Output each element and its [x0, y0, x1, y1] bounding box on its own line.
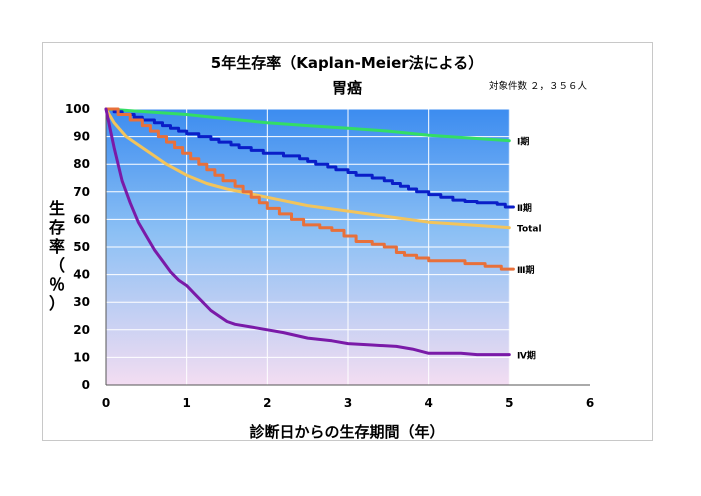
series-stage-2-label: Ⅱ期 — [517, 202, 532, 214]
x-tick-label: 3 — [344, 396, 352, 410]
gridlines — [106, 108, 591, 385]
case-count-label: 対象件数 ２，３５６人 — [489, 80, 588, 92]
x-axis-label: 診断日からの生存期間（年） — [249, 423, 444, 441]
y-tick-label: 60 — [73, 212, 90, 226]
series-stage-1-label: Ⅰ期 — [517, 136, 529, 148]
y-axis-label: 生存率（％） — [49, 199, 65, 313]
series-stage-2-line — [104, 107, 515, 209]
y-tick-label: 40 — [73, 268, 90, 282]
y-tick-label: 70 — [73, 185, 90, 199]
x-tick-label: 4 — [424, 396, 432, 410]
y-tick-label: 30 — [73, 295, 90, 309]
y-tick-label: 10 — [73, 350, 90, 364]
x-tick-label: 5 — [505, 396, 513, 410]
y-tick-label: 50 — [73, 240, 90, 254]
series-stage-1-line — [104, 107, 511, 143]
series-lines: Ⅰ期 Ⅱ期 Total Ⅲ期 Ⅳ期 — [104, 107, 542, 362]
y-tick-label: 20 — [73, 323, 90, 337]
x-tick-label: 0 — [102, 396, 110, 410]
svg-text:生存率（％）: 生存率（％） — [49, 199, 65, 313]
x-tick-label: 1 — [182, 396, 190, 410]
series-stage-4-label: Ⅳ期 — [517, 350, 536, 362]
y-tick-label: 80 — [73, 157, 90, 171]
tick-labels: 0 10 20 30 40 50 60 70 80 90 100 0 1 2 3 4 5 6 — [65, 102, 594, 410]
series-stage-3-line — [104, 107, 515, 271]
series-total-line — [104, 107, 511, 230]
axes — [105, 109, 590, 386]
chart-subtitle: 胃癌 — [332, 79, 362, 97]
series-stage-3-label: Ⅲ期 — [517, 264, 535, 276]
y-tick-label: 0 — [82, 378, 90, 392]
series-stage-4-line — [104, 107, 511, 357]
x-tick-label: 2 — [263, 396, 271, 410]
y-tick-label: 90 — [73, 130, 90, 144]
series-total-label: Total — [517, 225, 542, 235]
x-tick-label: 6 — [586, 396, 594, 410]
chart-title: 5年生存率（Kaplan-Meier法による） — [211, 54, 483, 72]
y-tick-label: 100 — [65, 102, 90, 116]
